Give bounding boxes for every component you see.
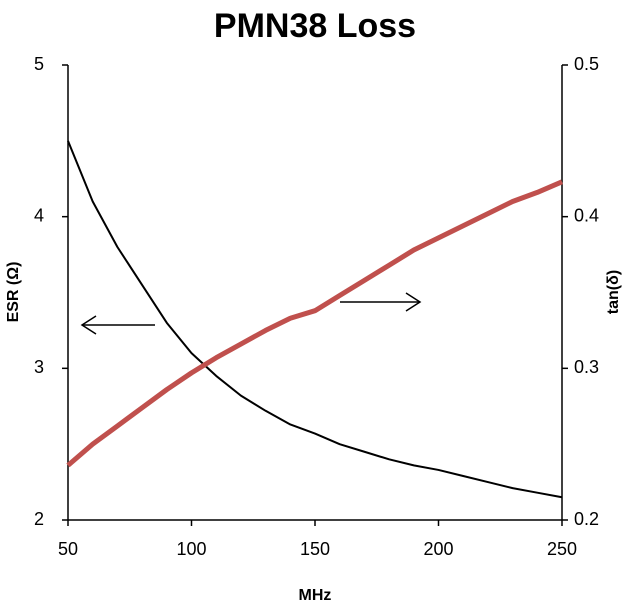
x-tick-label: 100 [176,539,206,559]
annotation-arrows [80,292,422,335]
y2-axis-label: tan(δ) [605,270,622,314]
x-tick-label: 50 [58,539,78,559]
x-tick-label: 150 [300,539,330,559]
data-line [66,179,563,468]
y2-tick-label: 0.5 [574,54,599,74]
y-tick-label: 3 [34,357,44,377]
y2-tick-label: 0.2 [574,509,599,529]
chart-title: PMN38 Loss [214,7,416,45]
y2-tick-label: 0.4 [574,205,599,225]
arrow-head [405,292,422,312]
y-tick-label: 4 [34,205,44,225]
x-tick-label: 200 [423,539,453,559]
x-tick-label: 250 [547,539,577,559]
y2-tick-label: 0.3 [574,357,599,377]
y-tick-label: 2 [34,509,44,529]
y-tick-label: 5 [34,54,44,74]
data-line [67,140,563,499]
y-axis-label: ESR (Ω) [5,262,22,323]
arrow-head [80,315,97,335]
x-axis-label: MHz [299,587,332,604]
